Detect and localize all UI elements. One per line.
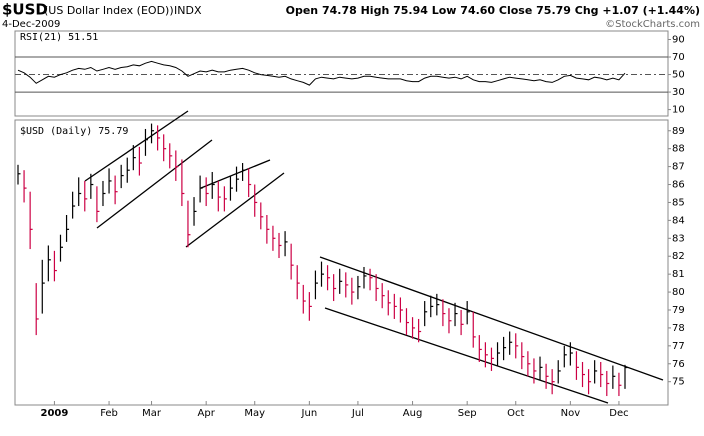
y-tick-label: 90 <box>672 35 685 46</box>
x-tick-label: Feb <box>100 408 118 419</box>
x-tick-label: Jul <box>351 408 364 419</box>
quote: Open 74.78 High 75.94 Low 74.60 Close 75… <box>286 4 700 17</box>
symbol: $USD <box>2 1 48 19</box>
y-tick-label: 84 <box>672 215 685 226</box>
y-tick-label: 85 <box>672 197 685 208</box>
y-tick-label: 79 <box>672 305 685 316</box>
y-tick-label: 76 <box>672 359 685 370</box>
x-tick-label: Sep <box>458 408 477 419</box>
credit: ©StockCharts.com <box>605 19 700 30</box>
rsi-line <box>17 60 626 86</box>
y-tick-label: 80 <box>672 287 685 298</box>
x-tick-label: May <box>244 408 265 419</box>
x-tick-label: Nov <box>561 408 581 419</box>
y-tick-label: 89 <box>672 126 685 137</box>
y-tick-label: 82 <box>672 251 685 262</box>
rsi-panel <box>14 30 669 117</box>
x-tick-label: Jun <box>301 408 318 419</box>
y-tick-label: 30 <box>672 87 685 98</box>
y-tick-label: 77 <box>672 341 685 352</box>
y-tick-label: 75 <box>672 377 685 388</box>
date: 4-Dec-2009 <box>2 19 60 30</box>
exchange: INDX <box>174 4 202 17</box>
x-tick-label: Apr <box>198 408 216 419</box>
y-tick-label: 81 <box>672 269 685 280</box>
y-tick-label: 87 <box>672 162 685 173</box>
y-tick-label: 83 <box>672 233 685 244</box>
x-tick-label: Oct <box>507 408 524 419</box>
y-tick-label: 78 <box>672 323 685 334</box>
y-tick-label: 86 <box>672 180 685 191</box>
y-tick-label: 88 <box>672 144 685 155</box>
price-legend: $USD (Daily) 75.79 <box>20 126 128 137</box>
x-tick-label: Mar <box>142 408 162 419</box>
rsi-legend: RSI(21) 51.51 <box>20 32 98 43</box>
y-tick-label: 70 <box>672 52 685 63</box>
y-tick-label: 50 <box>672 70 685 81</box>
trend-lines <box>84 110 664 404</box>
x-tick-label: Dec <box>609 408 628 419</box>
x-tick-label: 2009 <box>40 408 68 419</box>
x-tick-label: Aug <box>403 408 423 419</box>
y-tick-label: 10 <box>672 105 685 116</box>
price-panel <box>14 119 669 406</box>
index-name: (US Dollar Index (EOD)) <box>44 4 174 17</box>
